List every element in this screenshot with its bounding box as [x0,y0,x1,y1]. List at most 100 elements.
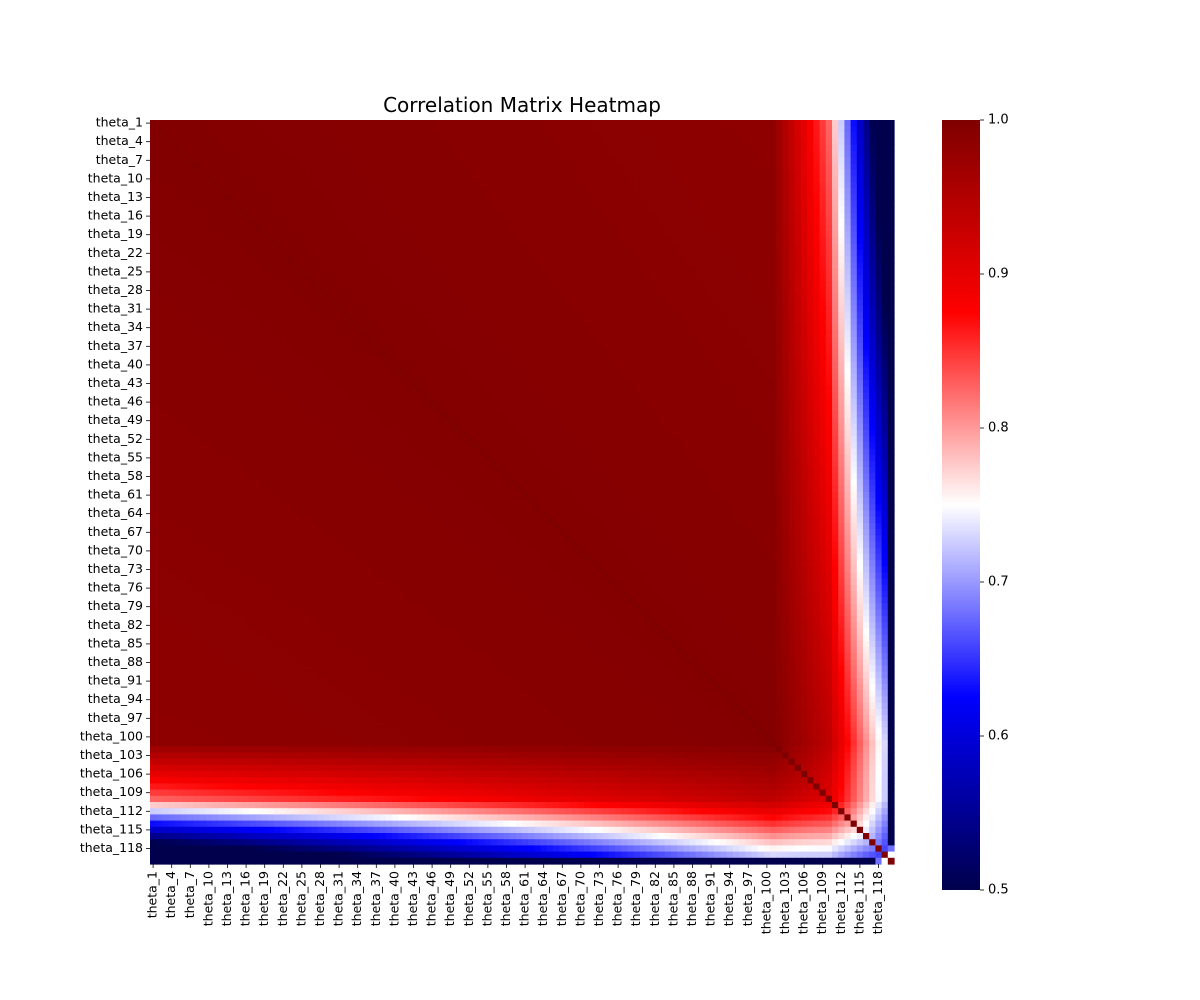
heatmap-cell [553,120,560,127]
heatmap-cell [745,231,752,239]
heatmap-cell [782,312,790,319]
heatmap-cell [181,330,188,338]
heatmap-cell [646,219,653,226]
heatmap-cell [695,188,703,195]
heatmap-cell [670,281,678,288]
heatmap-cell [280,206,287,214]
heatmap-cell [323,213,331,220]
heatmap-cell [559,324,566,332]
heatmap-cell [745,293,752,301]
heatmap-cell [230,120,238,127]
heatmap-cell [435,374,442,381]
heatmap-cell [379,188,387,195]
heatmap-cell [695,349,703,357]
heatmap-cell [881,349,889,357]
heatmap-cell [652,157,659,164]
heatmap-cell [627,126,635,133]
heatmap-cell [850,256,858,264]
heatmap-cell [807,231,814,239]
heatmap-cell [472,225,480,233]
heatmap-cell [181,151,188,158]
heatmap-cell [807,275,814,282]
heatmap-cell [621,293,628,301]
heatmap-cell [652,299,659,307]
heatmap-cell [162,343,170,350]
heatmap-cell [503,324,511,332]
heatmap-cell [255,299,263,307]
heatmap-cell [181,355,188,363]
heatmap-cell [354,268,362,276]
heatmap-cell [422,169,430,177]
heatmap-cell [199,293,207,301]
heatmap-cell [546,163,554,171]
heatmap-cell [373,262,380,270]
heatmap-cell [497,330,504,338]
heatmap-cell [770,182,777,189]
heatmap-cell [478,355,486,363]
heatmap-cell [819,368,827,375]
heatmap-cell [565,169,573,177]
heatmap-cell [664,299,672,307]
heatmap-cell [788,200,796,208]
heatmap-cell [639,306,647,313]
heatmap-cell [329,256,337,264]
heatmap-cell [615,200,622,208]
heatmap-cell [429,361,436,369]
heatmap-cell [410,256,418,264]
heatmap-cell [274,299,281,307]
heatmap-cell [559,293,566,301]
heatmap-cell [720,225,728,233]
heatmap-cell [286,200,294,208]
heatmap-cell [615,355,622,363]
heatmap-cell [360,175,368,183]
heatmap-cell [484,306,492,313]
heatmap-cell [429,312,436,319]
heatmap-cell [422,200,430,208]
heatmap-cell [546,188,554,195]
heatmap-cell [391,206,399,214]
heatmap-cell [553,281,560,288]
heatmap-cell [298,194,306,202]
heatmap-cell [801,330,808,338]
heatmap-cell [218,175,225,183]
heatmap-cell [367,337,374,344]
heatmap-cell [274,194,281,202]
heatmap-cell [298,287,306,295]
heatmap-cell [336,268,343,276]
heatmap-cell [726,355,734,363]
heatmap-cell [441,231,449,239]
heatmap-cell [503,175,511,183]
heatmap-cell [460,293,467,301]
heatmap-cell [726,262,734,270]
heatmap-cell [732,200,740,208]
heatmap-cell [255,219,263,226]
heatmap-cell [255,343,263,350]
heatmap-cell [844,250,852,257]
heatmap-cell [596,349,604,357]
heatmap-cell [664,200,672,208]
heatmap-cell [838,206,845,214]
heatmap-cell [856,275,864,282]
heatmap-cell [336,231,343,239]
heatmap-cell [249,175,256,183]
heatmap-cell [782,281,790,288]
heatmap-cell [274,157,281,164]
heatmap-cell [230,231,238,239]
heatmap-cell [187,262,194,270]
heatmap-cell [540,299,548,307]
heatmap-cell [373,299,380,307]
heatmap-cell [732,355,740,363]
heatmap-cell [856,225,864,233]
heatmap-cell [602,188,610,195]
heatmap-cell [280,138,287,146]
heatmap-cell [590,281,597,288]
heatmap-cell [565,337,573,344]
heatmap-cell [441,194,449,202]
heatmap-cell [689,250,697,257]
heatmap-cell [292,268,300,276]
heatmap-cell [311,299,318,307]
heatmap-cell [453,287,461,295]
heatmap-cell [739,349,746,357]
heatmap-cell [317,250,325,257]
heatmap-cell [757,287,765,295]
